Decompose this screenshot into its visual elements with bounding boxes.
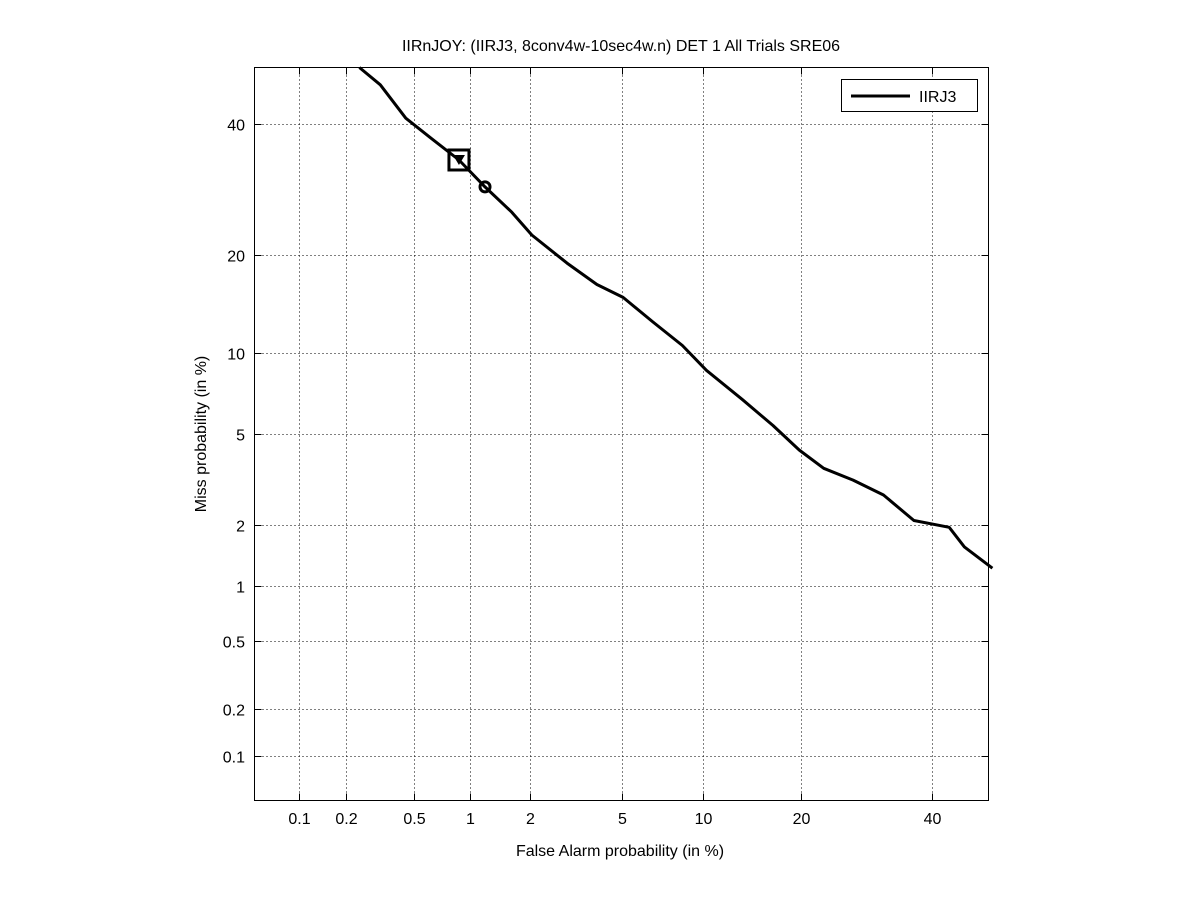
x-tick-label: 1 bbox=[466, 811, 475, 828]
y-tick-label: 10 bbox=[227, 347, 245, 364]
x-axis-label: False Alarm probability (in %) bbox=[516, 843, 724, 860]
y-tick-label: 0.2 bbox=[223, 703, 245, 720]
y-tick-label: 20 bbox=[227, 249, 245, 266]
x-tick-label: 2 bbox=[526, 811, 535, 828]
y-tick-label: 0.5 bbox=[223, 635, 245, 652]
series bbox=[358, 66, 994, 570]
grid bbox=[254, 67, 989, 801]
x-tick-label: 0.1 bbox=[288, 811, 310, 828]
marker-actual-decision-square bbox=[447, 148, 471, 172]
marker-min-dcf bbox=[478, 180, 492, 194]
chart-title: IIRnJOY: (IIRJ3, 8conv4w-10sec4w.n) DET … bbox=[402, 38, 840, 55]
legend: IIRJ3 bbox=[841, 79, 978, 112]
det-curve-IIRJ3 bbox=[358, 66, 994, 570]
y-tick-label: 1 bbox=[236, 580, 245, 597]
y-tick-label: 2 bbox=[236, 519, 245, 536]
x-tick-label: 10 bbox=[695, 811, 713, 828]
y-tick-label: 5 bbox=[236, 428, 245, 445]
y-tick-label: 40 bbox=[227, 118, 245, 135]
ticks: 0.1 0.2 0.5 1 2 5 10 20 40 0.1 0.2 0.5 1 2 5 10 20 40 bbox=[223, 67, 989, 828]
x-tick-label: 0.2 bbox=[335, 811, 357, 828]
plot-area-frame bbox=[254, 67, 989, 801]
legend-label: IIRJ3 bbox=[919, 89, 956, 106]
x-tick-label: 0.5 bbox=[403, 811, 425, 828]
marker-actual-decision-triangle bbox=[452, 154, 465, 165]
y-tick-label: 0.1 bbox=[223, 750, 245, 767]
x-tick-label: 20 bbox=[793, 811, 811, 828]
x-tick-label: 5 bbox=[618, 811, 627, 828]
y-axis-label: Miss probability (in %) bbox=[193, 356, 210, 512]
x-tick-label: 40 bbox=[924, 811, 942, 828]
